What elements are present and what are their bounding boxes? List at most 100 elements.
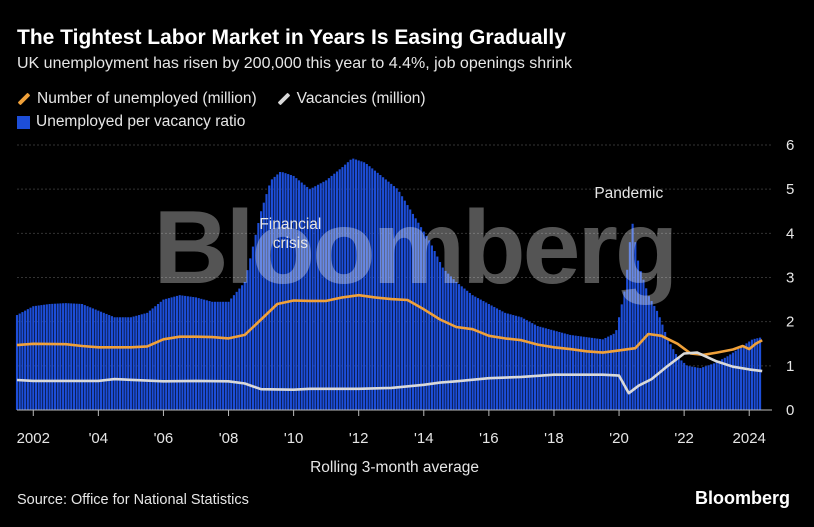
x-tick-label: 2002 (17, 430, 50, 447)
ratio-bar (750, 339, 753, 410)
ratio-bar (636, 260, 640, 410)
y-tick-label: 1 (786, 358, 794, 375)
ratio-bar (203, 299, 206, 410)
ratio-bar (536, 326, 539, 410)
x-axis-label: Rolling 3-month average (310, 459, 479, 476)
ratio-bar (97, 310, 100, 410)
ratio-bar (194, 297, 198, 410)
ratio-bar (278, 171, 282, 410)
ratio-bar (664, 331, 667, 410)
ratio-bar (398, 191, 401, 410)
ratio-bar (51, 303, 54, 410)
ratio-bar (731, 352, 735, 410)
ratio-bar (135, 315, 138, 410)
ratio-bar (173, 296, 176, 410)
ratio-bar (753, 338, 756, 410)
ratio-bar (311, 187, 314, 410)
ratio-bar (439, 262, 442, 410)
ratio-bar (86, 306, 89, 410)
ratio-bar (360, 161, 363, 410)
ratio-bar (550, 329, 553, 410)
ratio-bar (485, 302, 488, 410)
ratio-bar (704, 366, 707, 410)
ratio-bar (756, 338, 759, 410)
ratio-bar (693, 367, 697, 410)
ratio-bar (677, 357, 680, 410)
ratio-bar (685, 365, 688, 410)
ratio-bar (83, 305, 86, 410)
ratio-bar (561, 332, 564, 410)
ratio-bar (626, 269, 629, 410)
ratio-bar (344, 164, 347, 410)
ratio-bar (325, 180, 328, 410)
ratio-bar (205, 300, 208, 410)
ratio-bar (213, 301, 217, 410)
ratio-bar (270, 179, 273, 410)
ratio-bar (466, 290, 469, 410)
ratio-bar (314, 186, 317, 410)
ratio-bar (414, 218, 417, 410)
ratio-bar (452, 279, 455, 410)
ratio-bar (696, 367, 699, 410)
ratio-bar (634, 242, 637, 410)
ratio-bar (547, 329, 550, 410)
ratio-bar (517, 316, 520, 410)
ratio-bar (24, 310, 27, 410)
ratio-bar (441, 267, 444, 410)
ratio-bar (333, 173, 336, 410)
ratio-bar (43, 304, 46, 410)
ratio-bar (647, 296, 650, 410)
ratio-bar (72, 303, 76, 410)
ratio-bar (379, 175, 382, 410)
ratio-bar (495, 308, 499, 410)
x-tick-label: '16 (479, 430, 499, 447)
ratio-bar (284, 173, 287, 410)
ratio-bar (726, 356, 729, 410)
ratio-bar (737, 348, 740, 410)
x-tick-label: '22 (674, 430, 694, 447)
ratio-bar (151, 308, 154, 410)
ratio-bar (365, 163, 368, 410)
ratio-bar (645, 288, 648, 410)
ratio-bar (390, 183, 393, 410)
ratio-bar (45, 304, 48, 410)
legend-label-vacancies: Vacancies (million) (296, 90, 426, 107)
ratio-bar (319, 183, 322, 410)
ratio-bar (653, 305, 656, 410)
ratio-bar (710, 364, 713, 410)
x-tick-label: '14 (414, 430, 434, 447)
x-tick-label: '20 (609, 430, 629, 447)
ratio-bar (148, 310, 151, 410)
ratio-bar (740, 347, 743, 410)
ratio-bar (186, 296, 189, 410)
ratio-bar (674, 354, 678, 410)
ratio-bar (62, 303, 65, 410)
ratio-bar (230, 298, 233, 410)
ratio-bar (124, 317, 127, 410)
ratio-bar (617, 317, 621, 410)
ratio-bar (628, 242, 631, 410)
ratio-bar (156, 304, 160, 410)
ratio-bar (246, 270, 249, 410)
ratio-bar (127, 317, 130, 410)
ratio-bar (170, 297, 173, 410)
ratio-bar (514, 315, 518, 410)
ratio-bar (376, 172, 379, 410)
y-tick-label: 0 (786, 402, 794, 419)
ratio-bar (387, 181, 390, 410)
ratio-bar (216, 301, 219, 410)
ratio-bar (89, 307, 92, 410)
ratio-bar (37, 305, 40, 410)
ratio-bar (276, 174, 279, 410)
ratio-bar (563, 333, 566, 410)
ratio-bar (620, 304, 623, 410)
ratio-bar (566, 334, 569, 410)
ratio-bar (498, 309, 501, 410)
legend-item-vacancies: Vacancies (million) (277, 90, 426, 108)
ratio-bar (531, 323, 534, 410)
ratio-bar (474, 296, 477, 410)
ratio-bar (238, 288, 241, 410)
ratio-bar (428, 240, 431, 410)
ratio-bar (501, 311, 504, 410)
ratio-bar (189, 296, 192, 410)
